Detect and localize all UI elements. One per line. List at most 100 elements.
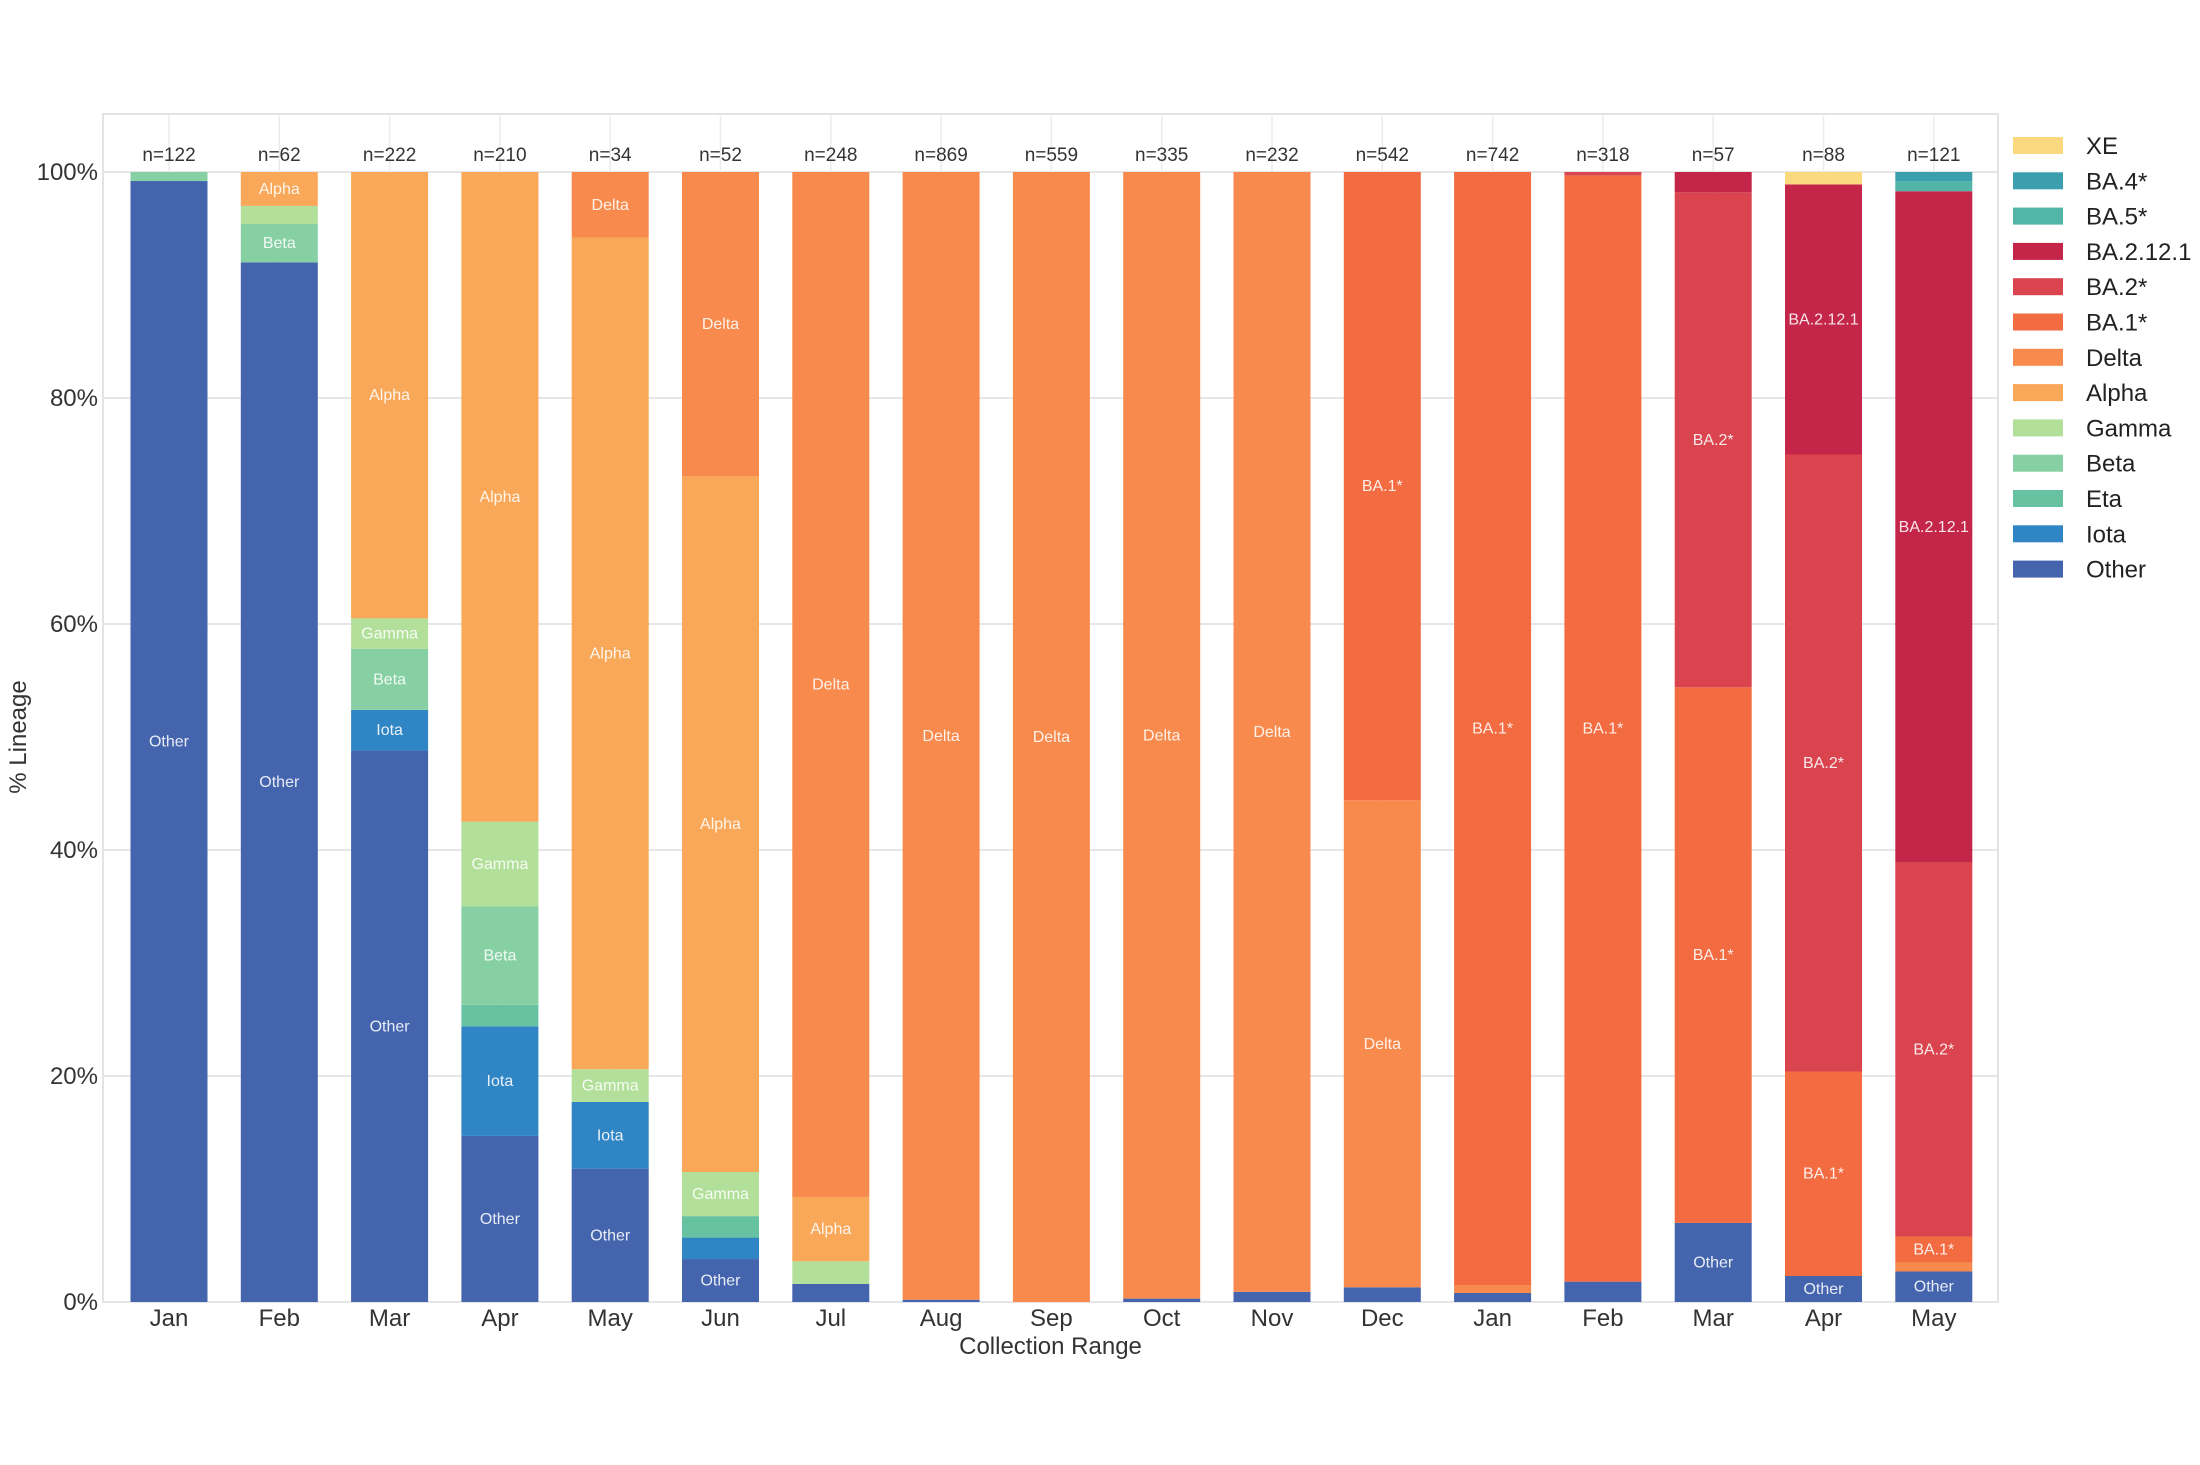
segment-label: BA.2.12.1 — [1899, 519, 1969, 536]
legend-label: BA.5* — [2086, 204, 2147, 231]
legend: XE BA.4* BA.5* BA.2.12.1 BA.2* BA.1* Delta Alph… — [2013, 133, 2191, 584]
bar-14 — [1674, 172, 1752, 1302]
segment-label: Alpha — [479, 489, 520, 506]
bar-segment-other — [240, 262, 318, 1302]
legend-label: Other — [2086, 557, 2146, 584]
bar-4 — [571, 172, 649, 1302]
segment-label: BA.1* — [1472, 721, 1513, 738]
bar-1 — [240, 172, 318, 1302]
segment-labels: Other Other Beta Alpha Other Iota Beta Gamma Alp… — [149, 181, 1969, 1298]
sample-count-label: n=57 — [1692, 145, 1735, 166]
legend-label: BA.2* — [2086, 274, 2147, 301]
legend-swatch — [2013, 278, 2063, 296]
x-tick-label: May — [588, 1305, 633, 1332]
bar-segment-ba-1- — [1674, 687, 1752, 1223]
legend-item: BA.4* — [2013, 168, 2147, 195]
bar-segment-eta — [682, 1216, 759, 1238]
segment-label: Delta — [592, 197, 629, 214]
legend-item: BA.2.12.1 — [2013, 239, 2191, 266]
bar-16 — [1895, 172, 1973, 1302]
segment-label: Other — [259, 774, 300, 791]
segment-label: Gamma — [692, 1186, 749, 1203]
segment-label: Gamma — [471, 856, 528, 873]
x-tick-label: Feb — [1582, 1305, 1623, 1332]
legend-label: XE — [2086, 133, 2118, 160]
bar-segment-delta — [1343, 800, 1421, 1288]
segment-label: Other — [590, 1227, 631, 1244]
segment-label: Other — [149, 734, 190, 751]
legend-item: Other — [2013, 557, 2146, 584]
segment-label: BA.1* — [1803, 1166, 1844, 1183]
bar-segment-gamma — [240, 205, 318, 224]
x-tick-label: Aug — [920, 1305, 963, 1332]
segment-label: Delta — [1364, 1036, 1401, 1053]
bar-segment-beta — [351, 648, 429, 710]
bar-segment-iota — [351, 709, 429, 751]
bar-segment-delta — [1233, 172, 1311, 1292]
x-tick-label: Mar — [369, 1305, 410, 1332]
bar-segment-beta — [240, 223, 318, 263]
y-axis-title: % Lineage — [5, 680, 32, 793]
bar-segment-delta — [902, 172, 980, 1300]
sample-count-label: n=122 — [142, 145, 195, 166]
legend-swatch — [2013, 313, 2063, 331]
segment-label: BA.1* — [1362, 478, 1403, 495]
segment-label: Beta — [263, 235, 296, 252]
segment-label: Other — [480, 1211, 521, 1228]
x-tick-label: Mar — [1693, 1305, 1734, 1332]
bar-segment-alpha — [682, 475, 759, 1173]
bar-segment-other — [1785, 1276, 1862, 1302]
legend-swatch — [2013, 490, 2063, 507]
legend-swatch — [2013, 525, 2063, 543]
bar-segment-ba-1- — [1454, 172, 1532, 1286]
y-tick-label: 0% — [63, 1289, 98, 1316]
bar-10 — [1233, 172, 1311, 1302]
bar-segment-ba-5- — [1895, 181, 1973, 192]
bar-segment-delta — [571, 172, 649, 238]
bar-segment-ba-2-12-1 — [1674, 172, 1752, 193]
legend-label: Gamma — [2086, 415, 2172, 442]
legend-swatch — [2013, 172, 2063, 190]
bar-segment-other — [1564, 1281, 1642, 1302]
bar-segment-iota — [571, 1101, 649, 1169]
segment-label: Alpha — [810, 1221, 851, 1238]
bar-segment-other — [1343, 1287, 1421, 1302]
segment-label: Delta — [812, 676, 849, 693]
bar-segment-other — [130, 181, 208, 1302]
segment-label: Other — [1693, 1254, 1734, 1271]
segment-label: Beta — [373, 671, 406, 688]
legend-swatch — [2013, 348, 2063, 366]
y-tick-label: 20% — [50, 1063, 98, 1090]
bar-5 — [682, 172, 759, 1302]
sample-count-label: n=335 — [1135, 145, 1188, 166]
bar-segment-ba-1- — [1785, 1071, 1862, 1277]
legend-item: BA.5* — [2013, 204, 2147, 231]
segment-label: BA.2* — [1803, 755, 1844, 772]
bar-13 — [1564, 172, 1642, 1302]
bar-15 — [1785, 172, 1862, 1302]
bar-segment-ba-2-12-1 — [1785, 184, 1862, 455]
bar-segment-ba-2- — [1785, 454, 1862, 1072]
sample-count-label: n=210 — [473, 145, 526, 166]
segment-label: Beta — [483, 948, 516, 965]
legend-label: BA.2.12.1 — [2086, 239, 2191, 266]
sample-count-label: n=121 — [1907, 145, 1960, 166]
segment-label: Other — [1803, 1281, 1844, 1298]
sample-count-label: n=742 — [1466, 145, 1519, 166]
segment-label: BA.1* — [1693, 947, 1734, 964]
bar-segment-gamma — [461, 821, 539, 907]
legend-item: BA.1* — [2013, 310, 2147, 337]
bar-6 — [792, 172, 870, 1302]
bar-segment-delta — [1123, 172, 1201, 1299]
bar-segment-other — [461, 1135, 539, 1302]
segment-label: Other — [1914, 1279, 1955, 1296]
bar-segment-alpha — [792, 1196, 870, 1262]
x-tick-label: Dec — [1361, 1305, 1404, 1332]
bar-segment-other — [902, 1299, 980, 1302]
segment-label: BA.1* — [1913, 1241, 1954, 1258]
x-axis-title: Collection Range — [959, 1333, 1142, 1360]
sample-count-label: n=52 — [699, 145, 742, 166]
bar-segment-alpha — [351, 172, 429, 619]
legend-item: Beta — [2013, 451, 2136, 478]
